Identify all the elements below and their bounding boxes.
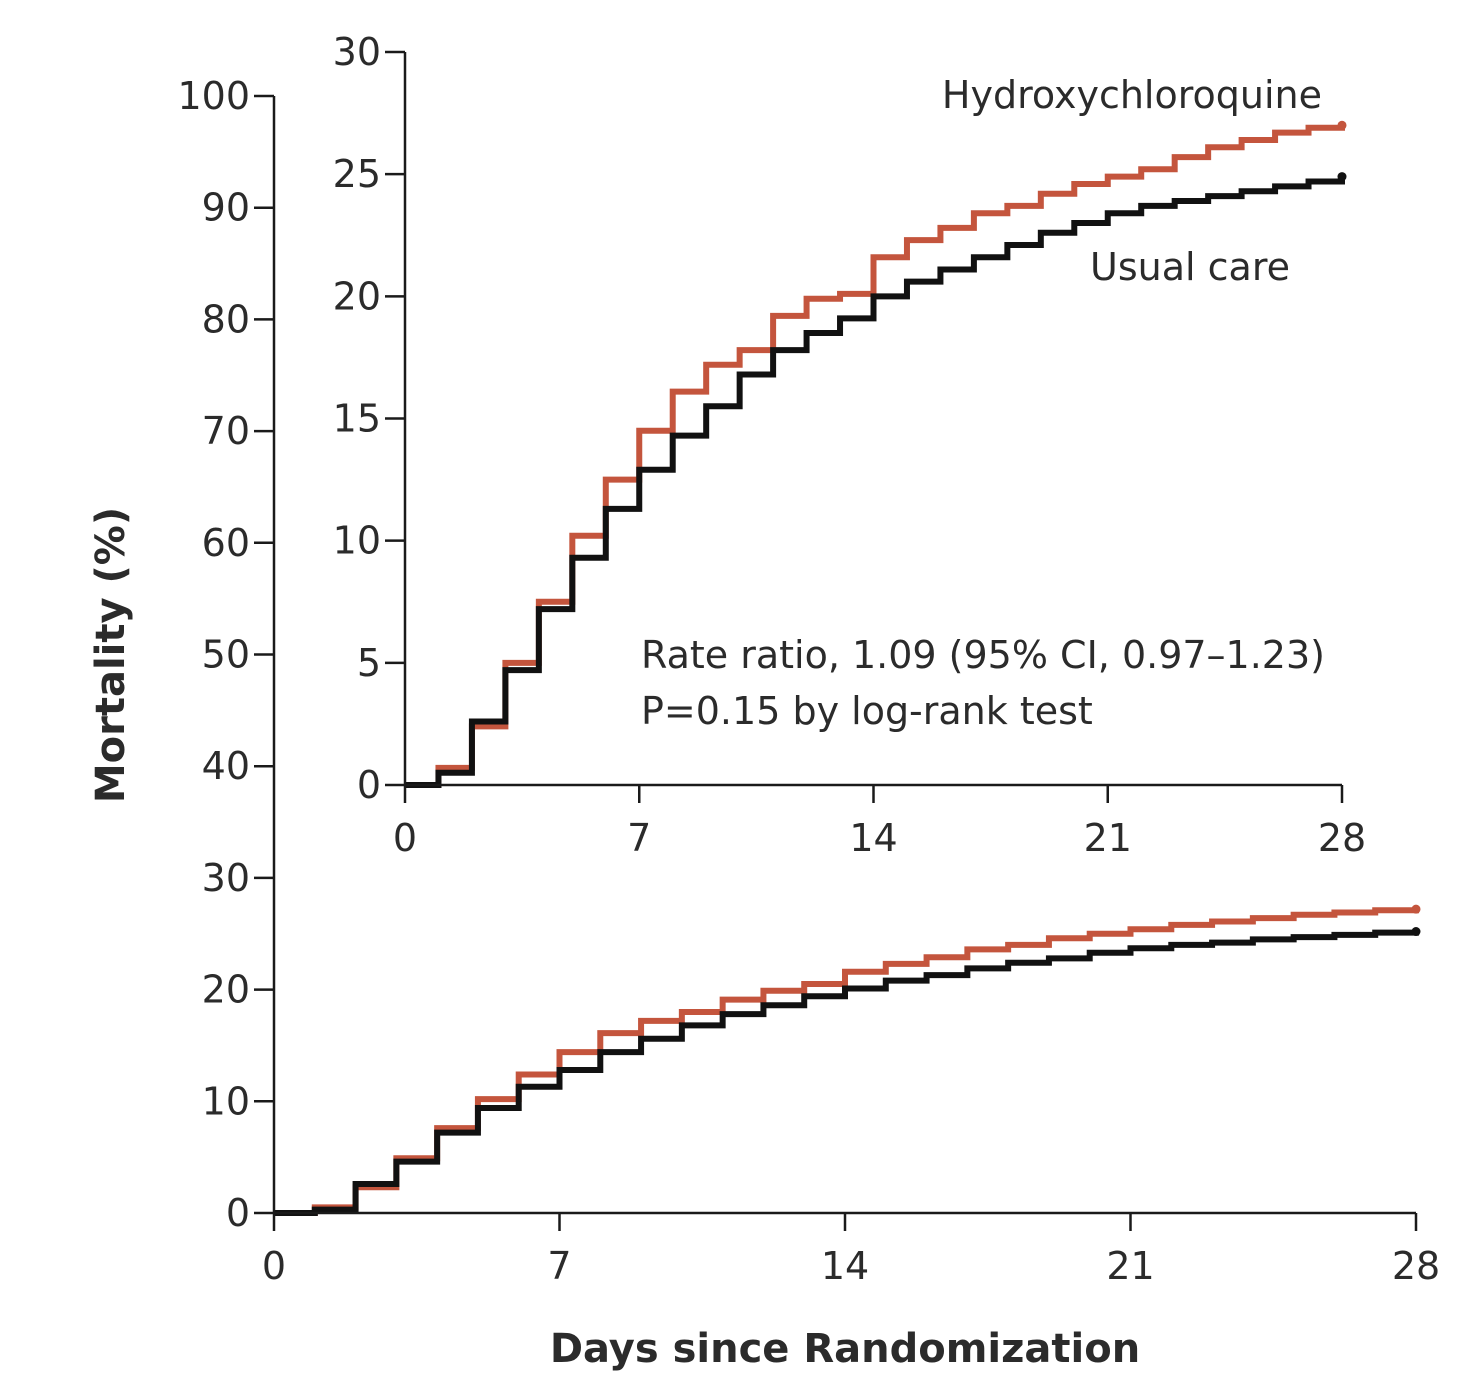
inset-y-tick-label: 5 bbox=[357, 641, 381, 685]
hydroxychloroquine-series-label: Hydroxychloroquine bbox=[942, 73, 1322, 117]
main-hydroxychloroquine-curve bbox=[274, 907, 1419, 1216]
p-value-annotation: P=0.15 by log-rank test bbox=[641, 689, 1093, 733]
main-hydroxychloroquine-endpoint bbox=[1411, 904, 1421, 914]
inset-axes: 0 5 10 15 20 25 30 0 7 14 21 28 bbox=[333, 30, 1367, 860]
main-x-tick-label: 28 bbox=[1392, 1244, 1440, 1288]
inset-x-tick-label: 14 bbox=[849, 816, 897, 860]
main-y-tick-label: 10 bbox=[202, 1079, 250, 1123]
inset-y-tick-label: 0 bbox=[357, 763, 381, 807]
main-x-tick-label: 0 bbox=[262, 1244, 286, 1288]
inset-y-tick-label: 15 bbox=[333, 397, 381, 441]
inset-y-tick-label: 10 bbox=[333, 519, 381, 563]
main-usual-care-endpoint bbox=[1411, 927, 1421, 937]
main-series-group bbox=[274, 904, 1421, 1216]
y-axis-title: Mortality (%) bbox=[88, 507, 134, 803]
main-y-tick-label: 40 bbox=[202, 744, 250, 788]
inset-hydroxychloroquine-curve bbox=[405, 124, 1345, 788]
main-y-tick-label: 30 bbox=[202, 856, 250, 900]
inset-y-tick-label: 20 bbox=[333, 274, 381, 318]
inset-x-tick-label: 0 bbox=[393, 816, 417, 860]
inset-usual-care-endpoint bbox=[1337, 172, 1347, 182]
inset-hydroxychloroquine-endpoint bbox=[1337, 120, 1347, 130]
main-x-tick-label: 7 bbox=[547, 1244, 571, 1288]
main-x-tick-label: 14 bbox=[821, 1244, 869, 1288]
inset-series-group bbox=[405, 120, 1347, 788]
rate-ratio-annotation: Rate ratio, 1.09 (95% CI, 0.97–1.23) bbox=[641, 633, 1325, 677]
inset-y-tick-label: 25 bbox=[333, 152, 381, 196]
main-y-tick-label: 80 bbox=[202, 297, 250, 341]
usual-care-series-label: Usual care bbox=[1090, 245, 1290, 289]
main-y-tick-label: 70 bbox=[202, 409, 250, 453]
main-usual-care-curve bbox=[274, 929, 1419, 1216]
main-y-tick-label: 90 bbox=[202, 186, 250, 230]
main-x-tick-label: 21 bbox=[1106, 1244, 1154, 1288]
inset-usual-care-curve bbox=[405, 176, 1345, 788]
main-y-tick-label: 20 bbox=[202, 968, 250, 1012]
main-y-tick-label: 0 bbox=[226, 1191, 250, 1235]
main-y-tick-label: 100 bbox=[177, 74, 250, 118]
inset-x-tick-label: 28 bbox=[1318, 816, 1366, 860]
main-y-tick-label: 50 bbox=[202, 633, 250, 677]
inset-y-tick-label: 30 bbox=[333, 30, 381, 74]
x-axis-title: Days since Randomization bbox=[550, 1326, 1140, 1372]
inset-x-tick-label: 21 bbox=[1084, 816, 1132, 860]
inset-x-tick-label: 7 bbox=[627, 816, 651, 860]
main-y-tick-label: 60 bbox=[202, 521, 250, 565]
